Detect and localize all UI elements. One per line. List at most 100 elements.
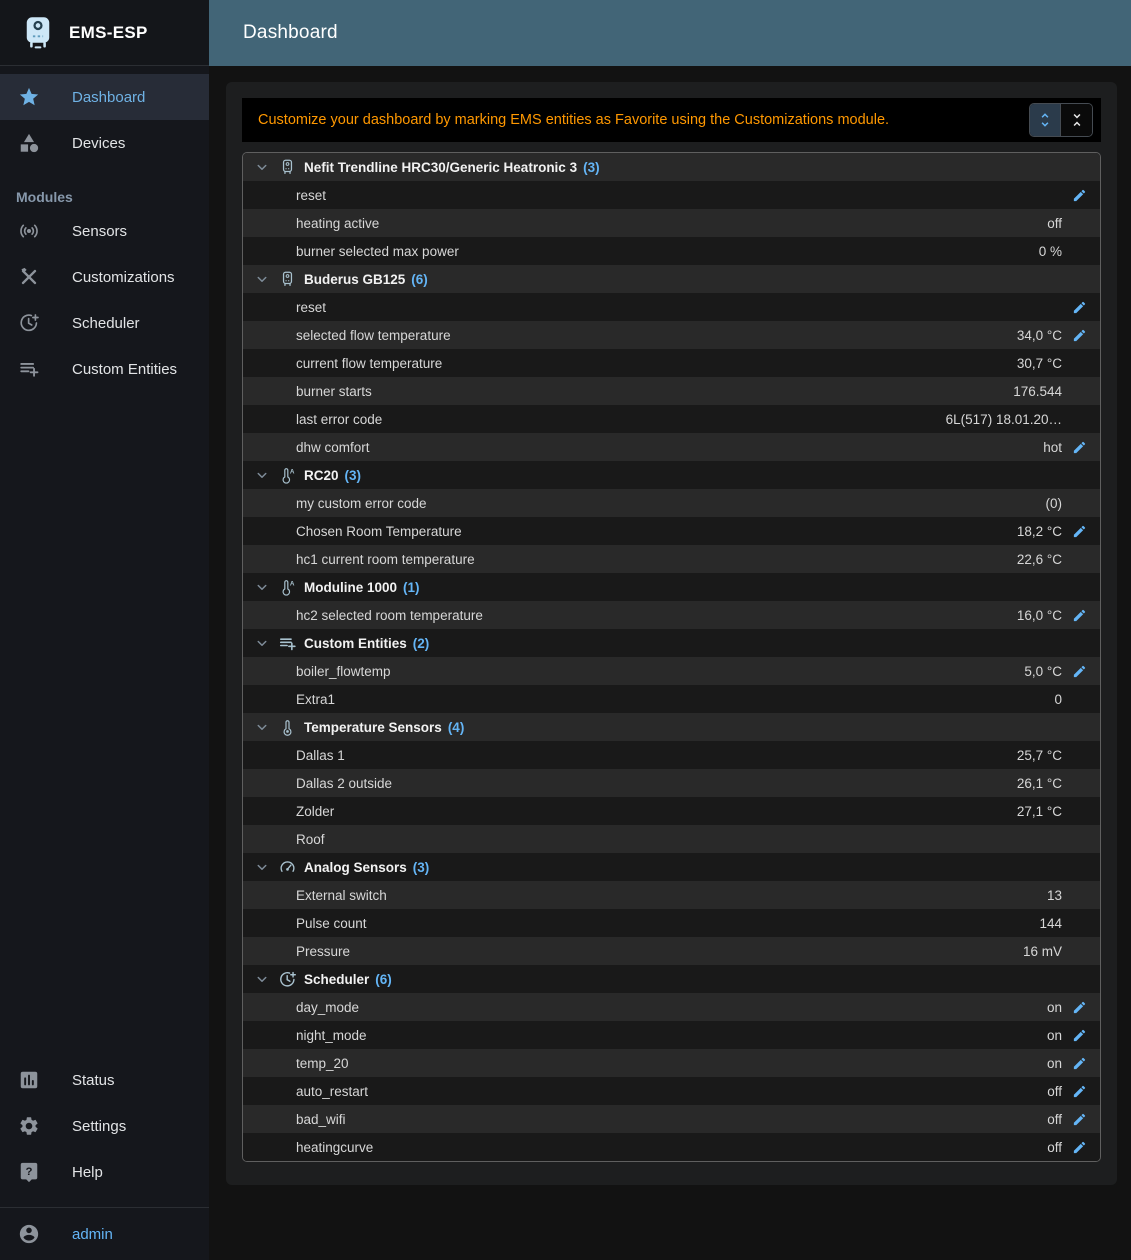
entity-row-boiler-flowtemp: boiler_flowtemp 5,0 °C xyxy=(243,657,1100,685)
expand-all-button[interactable] xyxy=(1030,104,1061,136)
sidebar-item-label: Settings xyxy=(72,1117,127,1135)
account-circle-icon xyxy=(17,1222,41,1246)
edit-heatingcurve-button[interactable] xyxy=(1064,1140,1094,1155)
construction-icon xyxy=(21,267,37,285)
entity-label: burner selected max power xyxy=(296,243,459,259)
unfold-less-icon xyxy=(1073,114,1080,126)
entity-label: temp_20 xyxy=(296,1055,349,1071)
main-area: Dashboard Customize your dashboard by ma… xyxy=(209,0,1131,1260)
entity-row-dallas-1: Dallas 1 25,7 °C xyxy=(243,741,1100,769)
expand-collapse-button-group xyxy=(1029,103,1093,137)
svg-text:A: A xyxy=(289,468,294,475)
entity-value: 16,0 °C xyxy=(1016,607,1062,623)
edit-pencil-icon xyxy=(1073,329,1085,341)
edit-hc2-selected-room-temperature-button[interactable] xyxy=(1064,608,1094,623)
entity-label: auto_restart xyxy=(296,1083,369,1099)
entity-row-current-flow-temperature: current flow temperature 30,7 °C xyxy=(243,349,1100,377)
entity-row-heating-active: heating active off xyxy=(243,209,1100,237)
sidebar-item-admin[interactable]: admin xyxy=(0,1208,209,1260)
group-row-moduline-1000[interactable]: A Moduline 1000 (1) xyxy=(243,573,1100,601)
chevron-down-icon xyxy=(257,276,267,282)
sidebar-item-scheduler[interactable]: Scheduler xyxy=(0,300,209,346)
entity-row-external-switch: External switch 13 xyxy=(243,881,1100,909)
sidebar-item-label: Help xyxy=(72,1163,103,1181)
edit-night-mode-button[interactable] xyxy=(1064,1028,1094,1043)
edit-day-mode-button[interactable] xyxy=(1064,1000,1094,1015)
entity-row-burner-starts: burner starts 176.544 xyxy=(243,377,1100,405)
entity-label: hc2 selected room temperature xyxy=(296,607,483,623)
group-row-custom-entities[interactable]: Custom Entities (2) xyxy=(243,629,1100,657)
entity-label: hc1 current room temperature xyxy=(296,551,475,567)
sidebar-item-customizations[interactable]: Customizations xyxy=(0,254,209,300)
edit-pencil-icon xyxy=(1073,525,1085,537)
modules-section-header: Modules xyxy=(16,189,73,205)
edit-selected-flow-temperature-button[interactable] xyxy=(1064,328,1094,343)
chevron-down-icon xyxy=(257,724,267,730)
group-row-buderus-gb125[interactable]: Buderus GB125 (6) xyxy=(243,265,1100,293)
entity-value: 18,2 °C xyxy=(1016,523,1062,539)
thermometer-icon xyxy=(283,719,291,736)
sidebar-item-help[interactable]: ? Help xyxy=(0,1149,209,1195)
sidebar-item-label: Customizations xyxy=(72,268,175,286)
sidebar: EMS-ESP Dashboard Devices Modules Sensors… xyxy=(0,0,209,1260)
edit-temp-20-button[interactable] xyxy=(1064,1056,1094,1071)
group-row-analog-sensors[interactable]: Analog Sensors (3) xyxy=(243,853,1100,881)
live-help-icon: ? xyxy=(20,1162,38,1183)
group-row-rc20[interactable]: A RC20 (3) xyxy=(243,461,1100,489)
group-name: Moduline 1000 xyxy=(304,579,398,595)
entity-label: Dallas 2 outside xyxy=(296,775,393,791)
sidebar-item-status[interactable]: Status xyxy=(0,1057,209,1103)
more-time-icon xyxy=(20,314,39,332)
edit-dhw-comfort-button[interactable] xyxy=(1064,440,1094,455)
thermostat-icon: A xyxy=(282,579,294,596)
group-name: Buderus GB125 xyxy=(304,271,406,287)
sidebar-item-devices[interactable]: Devices xyxy=(0,120,209,166)
ems-esp-logo-icon xyxy=(20,12,56,54)
sidebar-item-label: Scheduler xyxy=(72,314,140,332)
sidebar-item-sensors[interactable]: Sensors xyxy=(0,208,209,254)
group-row-scheduler[interactable]: Scheduler (6) xyxy=(243,965,1100,993)
entity-label: Chosen Room Temperature xyxy=(296,523,462,539)
edit-reset-button[interactable] xyxy=(1064,300,1094,315)
sidebar-item-custom-entities[interactable]: Custom Entities xyxy=(0,346,209,392)
chevron-down-icon xyxy=(257,864,267,870)
entity-row-extra1: Extra1 0 xyxy=(243,685,1100,713)
svg-text:?: ? xyxy=(26,1166,33,1178)
sidebar-item-settings[interactable]: Settings xyxy=(0,1103,209,1149)
group-row-temperature-sensors[interactable]: Temperature Sensors (4) xyxy=(243,713,1100,741)
entity-row-reset: reset xyxy=(243,293,1100,321)
entity-row-roof: Roof xyxy=(243,825,1100,853)
edit-bad-wifi-button[interactable] xyxy=(1064,1112,1094,1127)
group-name: Scheduler xyxy=(304,971,370,987)
sidebar-item-label: Sensors xyxy=(72,222,128,240)
edit-pencil-icon xyxy=(1073,665,1085,677)
entity-row-last-error-code: last error code 6L(517) 18.01.20… xyxy=(243,405,1100,433)
group-count: (4) xyxy=(447,719,465,735)
water-heater-icon xyxy=(282,159,292,174)
more-time-icon xyxy=(279,971,296,987)
entity-value: 5,0 °C xyxy=(1024,663,1062,679)
edit-auto-restart-button[interactable] xyxy=(1064,1084,1094,1099)
edit-pencil-icon xyxy=(1073,301,1085,313)
entity-label: External switch xyxy=(296,887,387,903)
favorites-notice: Customize your dashboard by marking EMS … xyxy=(242,98,1101,142)
entity-row-reset: reset xyxy=(243,181,1100,209)
entity-row-burner-selected-max-power: burner selected max power 0 % xyxy=(243,237,1100,265)
sidebar-item-label: Custom Entities xyxy=(72,360,178,378)
group-row-nefit-trendline-hrc30-generic-heatronic-3[interactable]: Nefit Trendline HRC30/Generic Heatronic … xyxy=(243,153,1100,181)
entity-label: Dallas 1 xyxy=(296,747,345,763)
edit-pencil-icon xyxy=(1073,1029,1085,1041)
sidebar-item-label: Status xyxy=(72,1071,115,1089)
entity-row-hc2-selected-room-temperature: hc2 selected room temperature 16,0 °C xyxy=(243,601,1100,629)
entity-value: off xyxy=(1047,1111,1062,1127)
edit-chosen-room-temperature-button[interactable] xyxy=(1064,524,1094,539)
collapse-all-button[interactable] xyxy=(1061,104,1092,136)
edit-reset-button[interactable] xyxy=(1064,188,1094,203)
dashboard-card: Customize your dashboard by marking EMS … xyxy=(226,82,1117,1185)
sidebar-item-label: Dashboard xyxy=(72,88,146,106)
edit-boiler-flowtemp-button[interactable] xyxy=(1064,664,1094,679)
sidebar-item-dashboard[interactable]: Dashboard xyxy=(0,74,209,120)
playlist-add-icon xyxy=(20,363,39,377)
entity-label: my custom error code xyxy=(296,495,427,511)
entity-value: 144 xyxy=(1039,915,1062,931)
